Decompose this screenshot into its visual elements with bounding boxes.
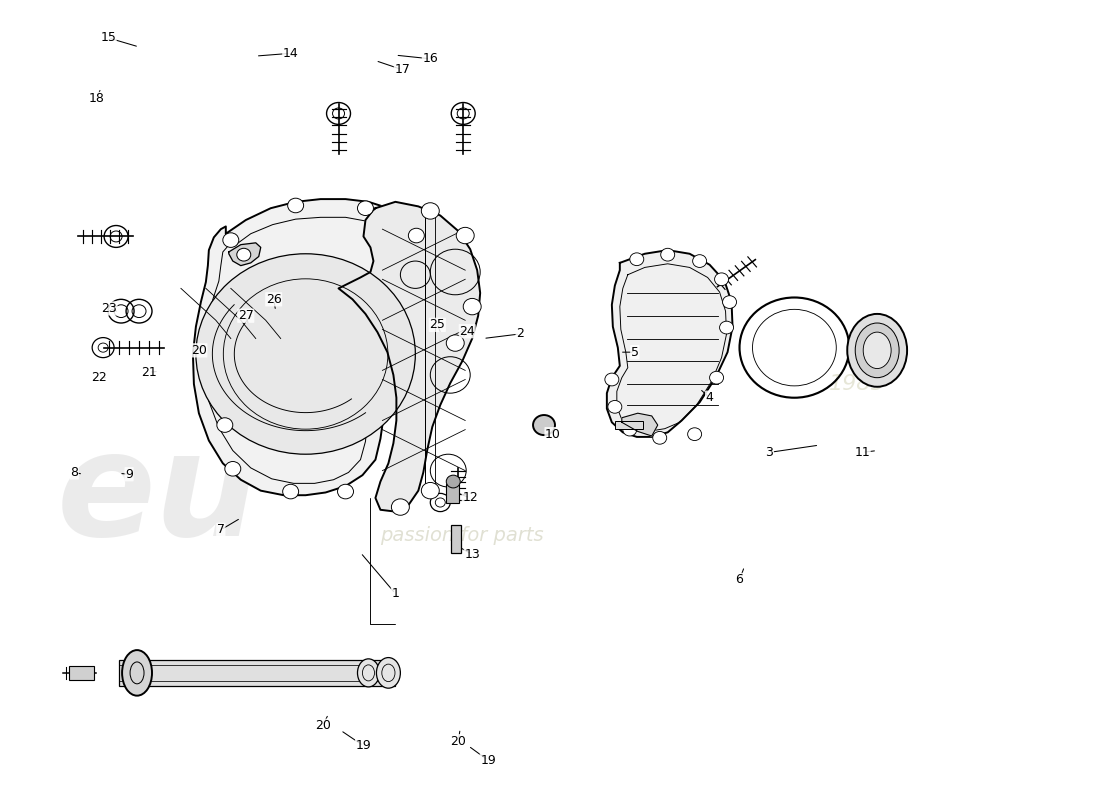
Circle shape: [652, 431, 667, 444]
Circle shape: [217, 418, 233, 432]
Circle shape: [710, 371, 724, 384]
Text: passion for parts: passion for parts: [381, 526, 544, 545]
Text: 12: 12: [462, 491, 478, 505]
Polygon shape: [229, 243, 261, 266]
Circle shape: [630, 253, 644, 266]
Text: 11: 11: [855, 446, 870, 459]
Circle shape: [392, 499, 409, 515]
Circle shape: [661, 248, 674, 261]
Circle shape: [456, 227, 474, 244]
Text: 7: 7: [217, 523, 224, 536]
Text: 6: 6: [736, 574, 744, 586]
Circle shape: [223, 233, 239, 247]
Text: 16: 16: [422, 52, 438, 66]
Text: 9: 9: [125, 468, 133, 481]
Circle shape: [196, 254, 416, 454]
Circle shape: [408, 228, 425, 243]
Ellipse shape: [376, 658, 400, 688]
Text: 26: 26: [266, 293, 282, 306]
Ellipse shape: [358, 659, 379, 687]
Text: 22: 22: [91, 371, 107, 384]
Bar: [119, 660, 395, 686]
Bar: [451, 526, 461, 553]
Text: 20: 20: [191, 344, 207, 357]
Bar: [69, 666, 95, 680]
Circle shape: [447, 335, 464, 351]
Polygon shape: [607, 250, 733, 437]
Text: 14: 14: [283, 47, 298, 60]
Text: eu: eu: [56, 425, 258, 566]
Text: 17: 17: [395, 63, 410, 76]
Ellipse shape: [122, 650, 152, 696]
Text: 5: 5: [630, 346, 639, 358]
Text: 1: 1: [392, 587, 399, 600]
Circle shape: [447, 475, 460, 488]
Text: 20: 20: [450, 734, 466, 748]
Text: 19: 19: [355, 739, 372, 752]
Circle shape: [688, 428, 702, 441]
Text: 19: 19: [481, 754, 496, 767]
Circle shape: [608, 401, 622, 414]
Circle shape: [534, 415, 556, 435]
Circle shape: [224, 462, 241, 476]
Text: 21: 21: [141, 366, 157, 378]
Polygon shape: [621, 414, 658, 436]
Text: 24: 24: [460, 325, 475, 338]
Ellipse shape: [864, 332, 891, 369]
Text: 25: 25: [429, 318, 446, 331]
Text: 23: 23: [101, 302, 117, 315]
Circle shape: [358, 201, 373, 215]
Bar: [447, 484, 459, 502]
Circle shape: [421, 202, 439, 219]
Circle shape: [605, 373, 619, 386]
Text: 20: 20: [315, 719, 330, 732]
Text: 18: 18: [88, 92, 104, 106]
Circle shape: [288, 198, 304, 213]
Circle shape: [236, 248, 251, 261]
Circle shape: [719, 321, 734, 334]
Circle shape: [463, 298, 481, 315]
Circle shape: [693, 254, 706, 267]
Text: 1985: 1985: [829, 374, 886, 394]
Text: 2: 2: [516, 327, 524, 341]
Ellipse shape: [855, 323, 899, 378]
Text: 4: 4: [706, 391, 714, 404]
Polygon shape: [192, 199, 436, 495]
Circle shape: [723, 296, 737, 309]
Circle shape: [283, 484, 298, 499]
Text: 13: 13: [464, 548, 480, 561]
Circle shape: [715, 273, 728, 286]
Circle shape: [623, 423, 637, 436]
Circle shape: [421, 482, 439, 499]
Text: 27: 27: [238, 310, 254, 322]
Text: 15: 15: [100, 31, 117, 44]
Bar: [615, 421, 642, 429]
Ellipse shape: [847, 314, 907, 386]
Text: 10: 10: [546, 428, 561, 441]
Text: 8: 8: [70, 466, 78, 479]
Text: 3: 3: [766, 446, 773, 459]
Polygon shape: [339, 202, 481, 512]
Circle shape: [338, 484, 353, 499]
